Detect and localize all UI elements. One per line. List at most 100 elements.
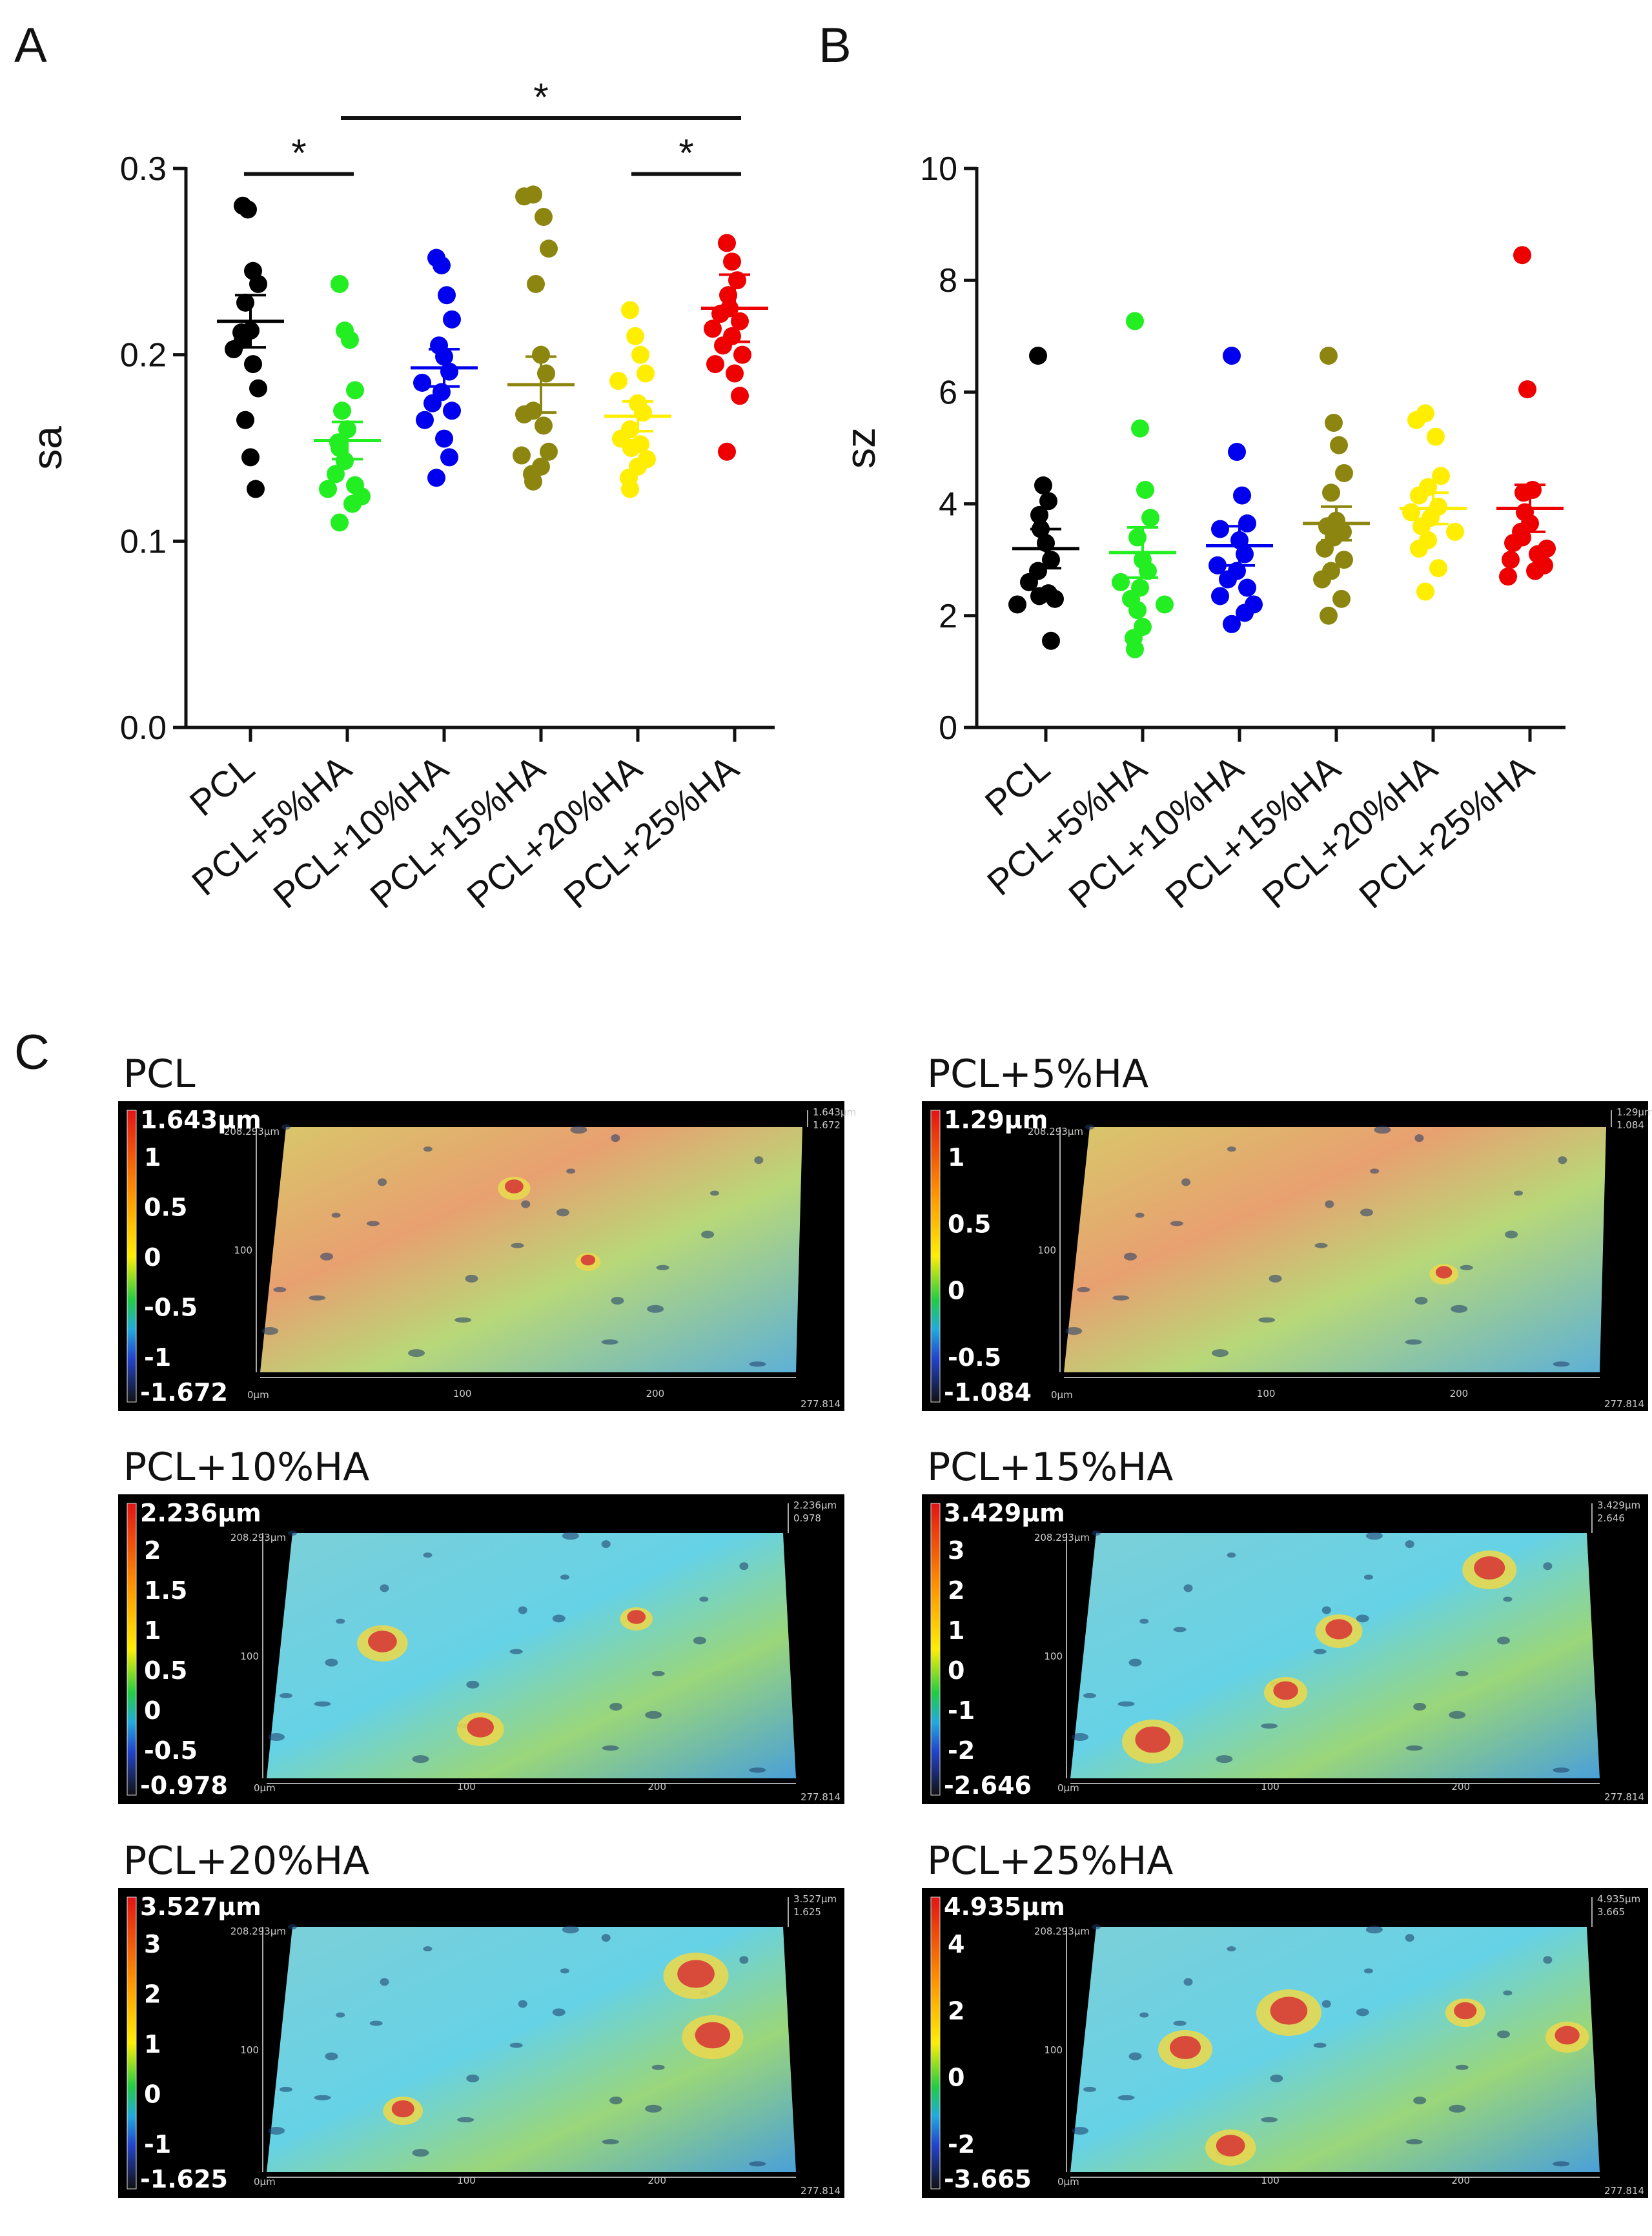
panel-label-b: B <box>819 18 851 73</box>
b-data-point <box>1514 483 1533 502</box>
surface-pit <box>1269 1274 1282 1283</box>
map-z-top-label: 3.527μm <box>793 1893 837 1905</box>
surface-pit <box>268 1733 285 1741</box>
surface-peak <box>695 2022 731 2049</box>
surface-pit <box>651 1671 665 1676</box>
b-data-point <box>1034 476 1052 495</box>
a-data-point <box>723 252 741 271</box>
map-x-max-label: 277.814 <box>801 2185 841 2197</box>
b-data-point <box>1020 573 1038 591</box>
surface-pit <box>1374 1126 1391 1134</box>
map-colorbar-max: 2.236μm <box>140 1499 261 1527</box>
map-y-mid-label: 100 <box>240 1651 259 1662</box>
surface-pit <box>380 1978 389 1986</box>
map-colorbar-tick: -2 <box>948 2130 975 2159</box>
map-y-mid-label: 100 <box>234 1245 252 1256</box>
b-data-point <box>1499 567 1517 586</box>
surface-peak <box>580 1254 596 1266</box>
map-colorbar-tick: 1 <box>144 1143 161 1172</box>
a-series <box>314 274 381 532</box>
surface-pit <box>1258 1317 1276 1323</box>
surface-pit <box>412 2149 429 2157</box>
b-series <box>1303 347 1370 625</box>
surface-pit <box>1173 2020 1187 2026</box>
b-y-axis-label: sz <box>837 427 884 469</box>
surface-pit <box>1460 1265 1473 1270</box>
b-data-point <box>1412 517 1431 536</box>
map-colorbar-tick: 0 <box>144 1696 161 1725</box>
surface-peak <box>1454 2002 1477 2020</box>
surface-pit <box>336 1618 345 1624</box>
surface-peak <box>1474 1556 1505 1580</box>
map-colorbar-min: -2.646 <box>944 1771 1032 1800</box>
a-y-tick-label: 0.0 <box>120 709 167 747</box>
surface-pit <box>701 1230 715 1239</box>
a-data-point <box>333 401 351 420</box>
a-data-point <box>438 286 456 305</box>
map-y-max-label: 208.293μm <box>224 1126 280 1137</box>
map-z-top-label: 1.643μm <box>813 1106 856 1118</box>
surface-pit <box>739 1956 749 1964</box>
b-data-point <box>1042 631 1060 650</box>
surface-pit <box>1363 1574 1373 1580</box>
surface-pit <box>1077 1286 1090 1292</box>
panel-label-a: A <box>14 18 47 73</box>
surface-pit <box>710 1190 720 1196</box>
b-data-point <box>1208 556 1227 574</box>
surface-pit <box>1496 1636 1510 1645</box>
surface-pit <box>562 1532 579 1540</box>
map-colorbar <box>127 1503 137 1796</box>
b-y-tick-label: 2 <box>939 598 957 635</box>
surface-pit <box>465 1274 478 1283</box>
map-colorbar-max: 3.429μm <box>944 1499 1065 1527</box>
b-data-point <box>1029 347 1047 365</box>
a-data-point <box>343 494 362 513</box>
a-data-point <box>515 187 533 206</box>
a-data-point <box>331 513 349 532</box>
surface-pit <box>1365 1926 1383 1934</box>
surface-pit <box>570 1126 587 1134</box>
map-y-mid-label: 100 <box>1037 1245 1056 1256</box>
map-colorbar-tick: -1 <box>144 2130 171 2159</box>
surface-pit <box>602 2139 619 2145</box>
surface-pit <box>1314 1243 1328 1248</box>
a-data-point <box>433 256 451 275</box>
surface-peak <box>391 2100 414 2118</box>
map-z-bottom-label: 2.646 <box>1597 1512 1625 1524</box>
a-data-point <box>249 379 267 398</box>
map-x-mid1-label: 100 <box>1261 2175 1280 2186</box>
map-colorbar <box>127 1110 137 1403</box>
a-data-point <box>540 442 558 461</box>
b-data-point <box>1126 312 1144 330</box>
surface-pit <box>325 1658 338 1667</box>
surface-pit <box>320 1252 333 1261</box>
a-data-point <box>731 387 749 405</box>
surface-pit <box>1356 1614 1369 1623</box>
surface-pit <box>1503 1990 1513 1996</box>
a-data-point <box>609 372 627 391</box>
map-colorbar-tick: 0 <box>144 2080 161 2109</box>
b-data-point <box>1156 595 1174 614</box>
a-y-axis-label: sa <box>24 426 70 470</box>
map-colorbar-tick: 2 <box>144 1536 161 1565</box>
map-x-mid2-label: 200 <box>1450 1388 1469 1399</box>
map-x-mid1-label: 100 <box>1261 1781 1280 1793</box>
b-data-point <box>1030 587 1048 605</box>
map-surface <box>1064 1127 1606 1372</box>
map-x-max-label: 277.814 <box>1604 1398 1644 1410</box>
map-z-top-label: 4.935μm <box>1597 1893 1640 1905</box>
surface-pit <box>423 1146 433 1152</box>
a-data-point <box>440 448 458 467</box>
surface-peak <box>467 1717 494 1738</box>
a-data-point <box>535 208 553 227</box>
map-colorbar-max: 3.527μm <box>140 1893 261 1921</box>
b-data-point <box>1128 601 1147 620</box>
map-x-max-label: 277.814 <box>801 1398 841 1410</box>
b-data-point <box>1030 505 1048 524</box>
b-data-point <box>1504 534 1522 553</box>
surface-pit <box>521 1200 531 1208</box>
surface-pit <box>552 2008 566 2017</box>
a-data-point <box>327 465 345 483</box>
map-y-mid-label: 100 <box>240 2044 259 2056</box>
